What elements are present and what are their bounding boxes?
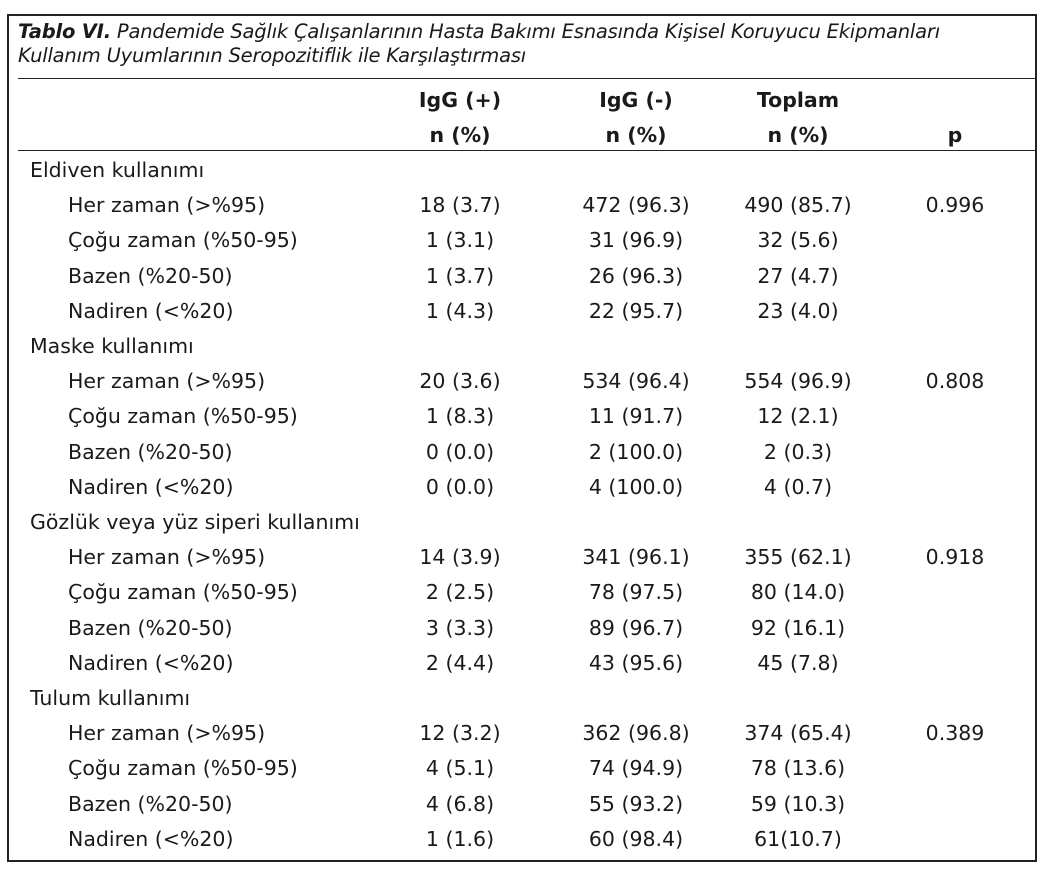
row-label: Nadiren (<%20) [68,474,234,499]
header-igg-negative: IgG (-) [599,88,673,112]
section-title: Tulum kullanımı [30,686,191,710]
table-frame [7,14,1037,862]
igg-positive-value: 3 (3.3) [425,615,495,640]
header-n-pct-igg-negative: n (%) [605,123,667,147]
total-value: 27 (4.7) [757,263,839,288]
total-value: 92 (16.1) [750,615,846,640]
total-value: 78 (13.6) [750,756,846,781]
total-value: 23 (4.0) [757,298,839,323]
igg-negative-value: 60 (98.4) [588,826,684,851]
section-title: Eldiven kullanımı [30,158,205,182]
row-label: Bazen (%20-50) [68,263,233,288]
total-value: 4 (0.7) [763,474,833,499]
igg-negative-value: 78 (97.5) [588,580,684,605]
row-label: Her zaman (>%95) [68,193,266,218]
table-caption: Tablo VI. Pandemide Sağlık Çalışanlarını… [18,20,1028,68]
igg-negative-value: 89 (96.7) [588,615,684,640]
igg-positive-value: 0 (0.0) [425,474,495,499]
igg-negative-value: 74 (94.9) [588,756,684,781]
total-value: 554 (96.9) [744,369,852,394]
igg-negative-value: 55 (93.2) [588,791,684,816]
igg-positive-value: 1 (4.3) [425,298,495,323]
igg-negative-value: 26 (96.3) [588,263,684,288]
igg-negative-value: 341 (96.1) [582,545,690,570]
row-label: Nadiren (<%20) [68,298,234,323]
p-value: 0.808 [925,369,985,394]
igg-positive-value: 4 (6.8) [425,791,495,816]
igg-negative-value: 2 (100.0) [588,439,684,464]
igg-positive-value: 1 (1.6) [425,826,495,851]
igg-positive-value: 2 (2.5) [425,580,495,605]
row-label: Bazen (%20-50) [68,791,233,816]
total-value: 490 (85.7) [744,193,852,218]
p-value: 0.996 [925,193,985,218]
p-value: 0.918 [925,545,985,570]
igg-negative-value: 11 (91.7) [588,404,684,429]
row-label: Bazen (%20-50) [68,439,233,464]
igg-negative-value: 472 (96.3) [582,193,690,218]
igg-positive-value: 1 (8.3) [425,404,495,429]
total-value: 2 (0.3) [763,439,833,464]
igg-positive-value: 14 (3.9) [419,545,501,570]
row-label: Bazen (%20-50) [68,615,233,640]
header-n-pct-igg-positive: n (%) [429,123,491,147]
igg-positive-value: 1 (3.7) [425,263,495,288]
table-number: Tablo VI. [18,20,111,43]
igg-positive-value: 0 (0.0) [425,439,495,464]
row-label: Çoğu zaman (%50-95) [68,756,298,781]
row-label: Nadiren (<%20) [68,826,234,851]
total-value: 45 (7.8) [757,650,839,675]
row-label: Her zaman (>%95) [68,545,266,570]
header-n-pct-total: n (%) [767,123,829,147]
header-igg-positive: IgG (+) [418,88,502,112]
total-value: 80 (14.0) [750,580,846,605]
igg-negative-value: 4 (100.0) [588,474,684,499]
total-value: 61(10.7) [754,826,842,851]
header-p-value: p [947,123,963,147]
row-label: Her zaman (>%95) [68,721,266,746]
section-title: Gözlük veya yüz siperi kullanımı [30,510,360,534]
total-value: 32 (5.6) [757,228,839,253]
igg-positive-value: 18 (3.7) [419,193,501,218]
igg-positive-value: 2 (4.4) [425,650,495,675]
row-label: Çoğu zaman (%50-95) [68,580,298,605]
total-value: 59 (10.3) [750,791,846,816]
header-top-rule [18,78,1036,79]
row-label: Çoğu zaman (%50-95) [68,228,298,253]
igg-negative-value: 43 (95.6) [588,650,684,675]
row-label: Nadiren (<%20) [68,650,234,675]
total-value: 12 (2.1) [757,404,839,429]
p-value: 0.389 [925,721,985,746]
total-value: 374 (65.4) [744,721,852,746]
header-bottom-rule [18,150,1036,151]
igg-positive-value: 4 (5.1) [425,756,495,781]
igg-negative-value: 31 (96.9) [588,228,684,253]
section-title: Maske kullanımı [30,334,194,358]
igg-negative-value: 534 (96.4) [582,369,690,394]
igg-positive-value: 12 (3.2) [419,721,501,746]
total-value: 355 (62.1) [744,545,852,570]
row-label: Her zaman (>%95) [68,369,266,394]
igg-positive-value: 1 (3.1) [425,228,495,253]
row-label: Çoğu zaman (%50-95) [68,404,298,429]
igg-positive-value: 20 (3.6) [419,369,501,394]
header-total: Toplam [756,88,840,112]
igg-negative-value: 362 (96.8) [582,721,690,746]
table-title: Pandemide Sağlık Çalışanlarının Hasta Ba… [18,20,940,67]
igg-negative-value: 22 (95.7) [588,298,684,323]
